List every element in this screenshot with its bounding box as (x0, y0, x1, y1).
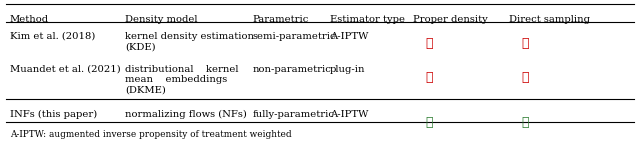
Text: A-IPTW: A-IPTW (330, 110, 368, 119)
Text: ✗: ✗ (425, 71, 433, 84)
Text: Method: Method (10, 15, 49, 24)
Text: INFs (this paper): INFs (this paper) (10, 110, 97, 119)
Text: Density model: Density model (125, 15, 197, 24)
Text: fully-parametric: fully-parametric (253, 110, 335, 119)
Text: ✗: ✗ (521, 71, 529, 84)
Text: A-IPTW: A-IPTW (330, 32, 368, 41)
Text: A-IPTW: augmented inverse propensity of treatment weighted: A-IPTW: augmented inverse propensity of … (10, 130, 291, 139)
Text: semi-parametric: semi-parametric (253, 32, 337, 41)
Text: ✓: ✓ (521, 116, 529, 129)
Text: Parametric: Parametric (253, 15, 309, 24)
Text: kernel density estimation
(KDE): kernel density estimation (KDE) (125, 32, 254, 51)
Text: distributional    kernel
mean    embeddings
(DKME): distributional kernel mean embeddings (D… (125, 65, 238, 95)
Text: Muandet et al. (2021): Muandet et al. (2021) (10, 65, 120, 74)
Text: ✗: ✗ (521, 37, 529, 50)
Text: Direct sampling: Direct sampling (509, 15, 590, 24)
Text: non-parametric: non-parametric (253, 65, 332, 74)
Text: Kim et al. (2018): Kim et al. (2018) (10, 32, 95, 41)
Text: Estimator type: Estimator type (330, 15, 404, 24)
Text: Proper density: Proper density (413, 15, 488, 24)
Text: normalizing flows (NFs): normalizing flows (NFs) (125, 110, 246, 119)
Text: ✓: ✓ (425, 116, 433, 129)
Text: ✗: ✗ (425, 37, 433, 50)
Text: plug-in: plug-in (330, 65, 365, 74)
